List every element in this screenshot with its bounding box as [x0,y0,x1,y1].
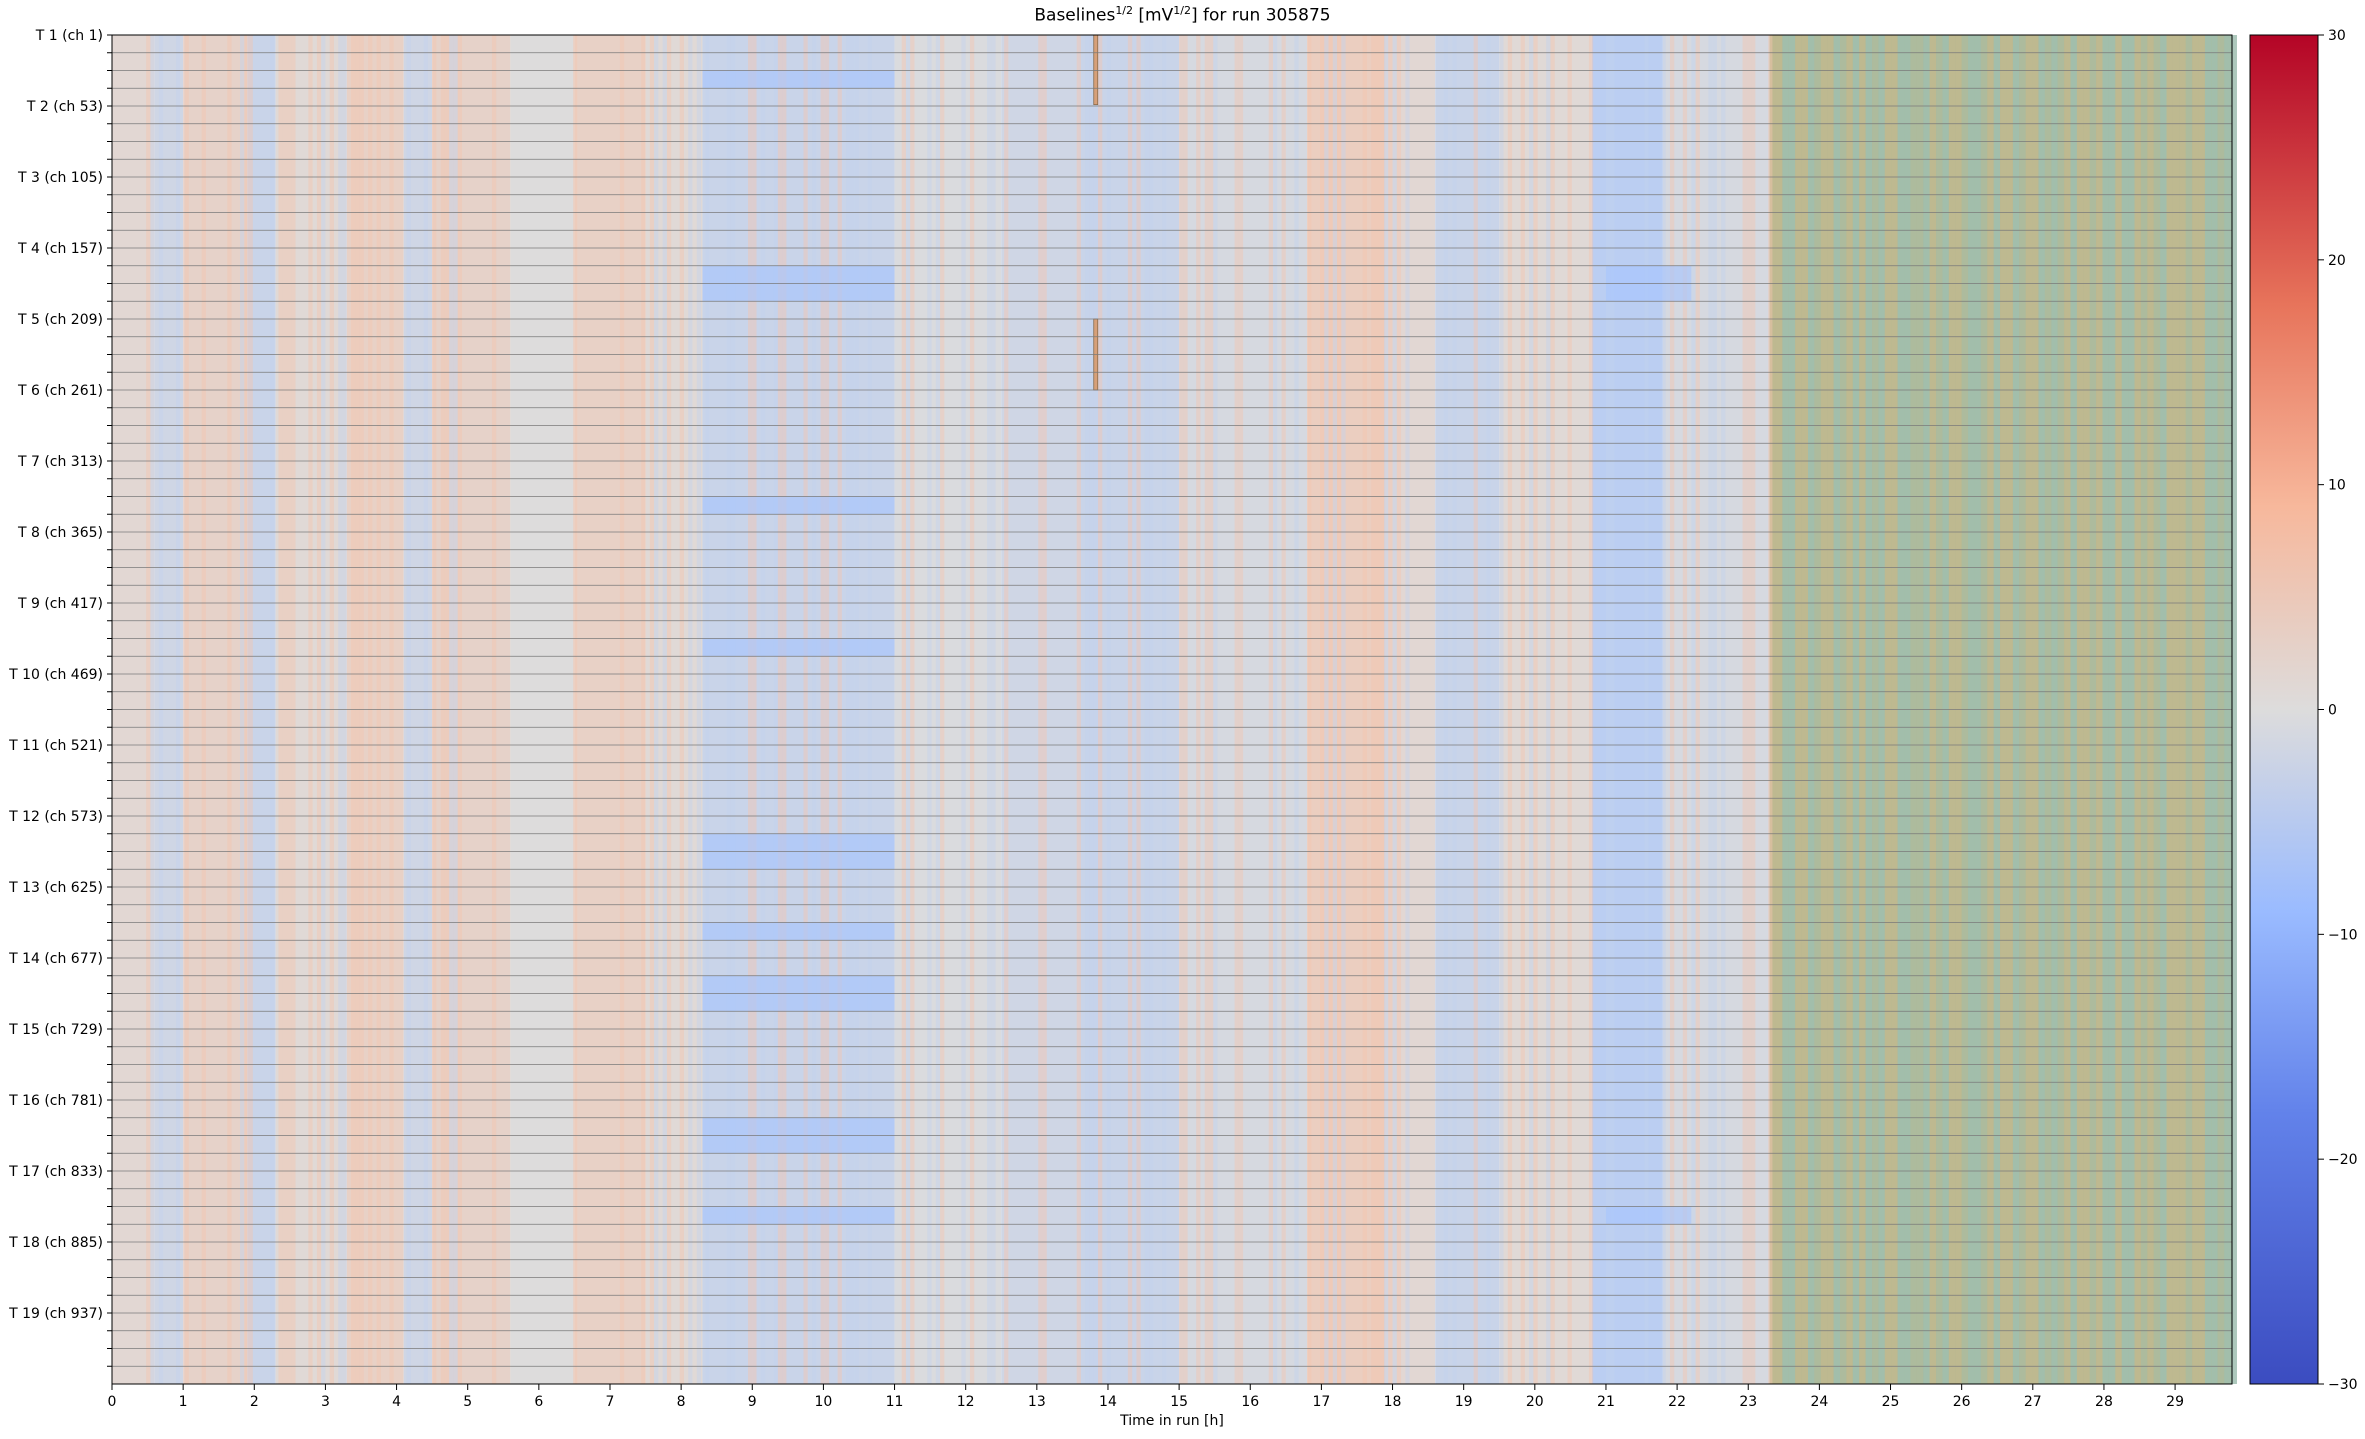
x-tick-label: 25 [1882,1394,1900,1410]
y-tick-label: T 13 (ch 625) [8,880,103,896]
x-axis: 0 1 2 3 4 5 6 7 8 9 10 11 12 13 14 15 16 17 18 19 20 21 22 23 24… [108,1384,2184,1410]
x-tick-label: 11 [886,1394,904,1410]
y-tick-label: T 6 (ch 261) [17,383,103,399]
x-tick-label: 10 [814,1394,832,1410]
x-tick-label: 7 [606,1394,615,1410]
heatmap-blue-band [702,265,895,284]
x-tick-label: 9 [748,1394,757,1410]
heatmap-blue-band [1605,1206,1692,1225]
y-tick-label: T 18 (ch 885) [8,1235,103,1251]
heatmap-blue-band [702,638,895,657]
heatmap-blue-band [702,833,895,852]
y-tick-label: T 4 (ch 157) [17,241,103,257]
colorbar-tick-label: −30 [2328,1377,2358,1393]
chart-title: Baselines1/2 [mV1/2] for run 305875 [1034,4,1331,26]
y-tick-label: T 11 (ch 521) [8,738,103,754]
y-tick-label: T 14 (ch 677) [8,951,103,967]
y-tick-label: T 19 (ch 937) [8,1306,103,1322]
x-tick-label: 26 [1953,1394,1971,1410]
heatmap-blue-band [702,496,895,515]
heatmap-vertical-stripe [1093,34,1099,106]
x-tick-label: 20 [1526,1394,1544,1410]
colorbar-tick-label: −20 [2328,1152,2358,1168]
x-tick-label: 4 [392,1394,401,1410]
x-tick-label: 19 [1455,1394,1473,1410]
x-tick-label: 15 [1170,1394,1188,1410]
colorbar-tick-label: 0 [2328,703,2337,719]
x-axis-label: Time in run [h] [1119,1413,1224,1429]
y-tick-label: T 3 (ch 105) [17,170,103,186]
y-tick-label: T 9 (ch 417) [17,596,103,612]
heatmap-blue-band [702,283,895,302]
colorbar-gradient [2249,34,2319,1385]
x-tick-label: 17 [1312,1394,1330,1410]
x-tick-label: 14 [1099,1394,1117,1410]
x-tick-label: 1 [179,1394,188,1410]
x-tick-label: 6 [534,1394,543,1410]
x-tick-label: 18 [1384,1394,1402,1410]
colorbar-tick-label: 20 [2328,253,2346,269]
heatmap-blue-band [1605,283,1692,302]
heatmap-blue-band [702,922,895,941]
colorbar-tick-label: 30 [2328,28,2346,44]
x-tick-label: 12 [957,1394,975,1410]
y-axis: T 1 (ch 1) T 2 (ch 53) T 3 (ch 105) T 4 (ch… [8,28,112,1367]
heatmap-blue-band [702,1117,895,1136]
x-tick-label: 27 [2024,1394,2042,1410]
heatmap-blue-band [702,1206,895,1225]
x-tick-label: 22 [1668,1394,1686,1410]
x-tick-label: 3 [321,1394,330,1410]
channel-grid-lines [112,52,2232,1367]
y-tick-label: T 5 (ch 209) [17,312,103,328]
x-tick-label: 5 [463,1394,472,1410]
x-tick-label: 16 [1241,1394,1259,1410]
heatmap-blue-band [702,1135,895,1154]
colorbar: −30 −20 −10 0 10 20 30 [2249,28,2358,1393]
x-tick-label: 8 [677,1394,686,1410]
heatmap-blue-band [702,851,895,870]
x-tick-label: 28 [2095,1394,2113,1410]
x-tick-label: 21 [1597,1394,1615,1410]
x-tick-label: 13 [1028,1394,1046,1410]
x-tick-label: 2 [250,1394,259,1410]
y-tick-label: T 12 (ch 573) [8,809,103,825]
y-tick-label: T 2 (ch 53) [26,99,103,115]
colorbar-tick-label: −10 [2328,927,2358,943]
x-tick-label: 24 [1810,1394,1828,1410]
y-tick-label: T 1 (ch 1) [35,28,103,44]
y-tick-label: T 17 (ch 833) [8,1164,103,1180]
x-tick-label: 29 [2166,1394,2184,1410]
colorbar-tick-label: 10 [2328,478,2346,494]
y-tick-label: T 8 (ch 365) [17,525,103,541]
y-tick-label: T 10 (ch 469) [8,667,103,683]
heatmap-blue-band [702,975,895,994]
x-tick-label: 23 [1739,1394,1757,1410]
y-tick-label: T 16 (ch 781) [8,1093,103,1109]
heatmap-blue-band [1605,265,1692,284]
heatmap-texture-stripe [2230,35,2237,1384]
x-tick-label: 0 [108,1394,117,1410]
heatmap-blue-band [702,993,895,1012]
heatmap-blue-band [702,70,895,89]
y-tick-label: T 15 (ch 729) [8,1022,103,1038]
y-tick-label: T 7 (ch 313) [17,454,103,470]
colorbar-ticks: −30 −20 −10 0 10 20 30 [2318,28,2358,1393]
